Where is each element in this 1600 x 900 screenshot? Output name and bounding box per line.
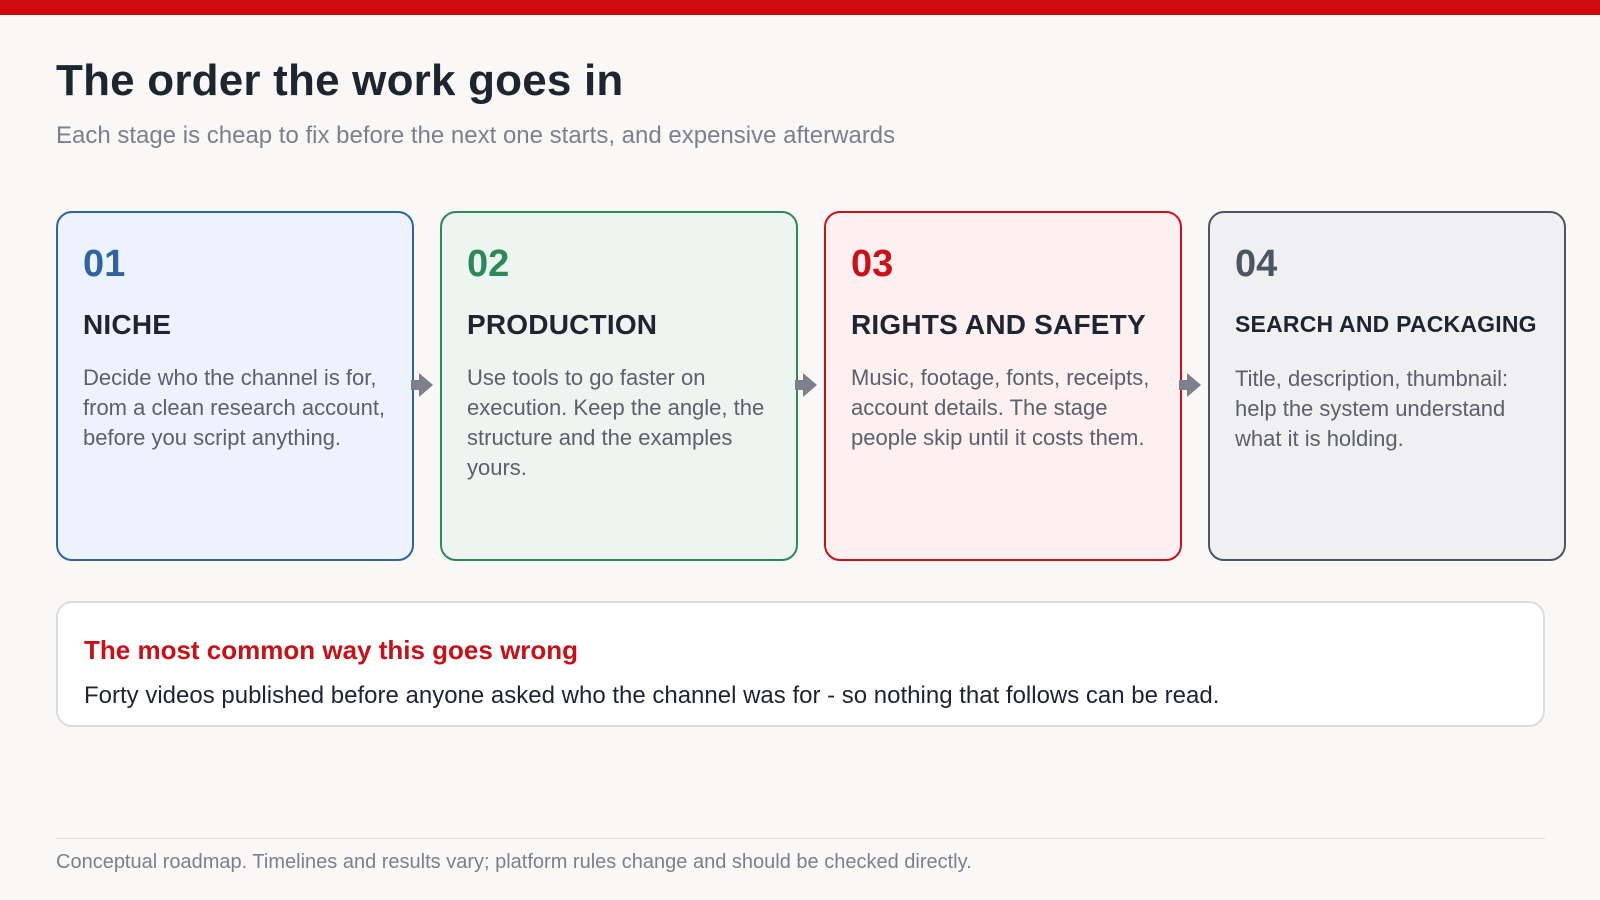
stage-card-production: 02 PRODUCTION Use tools to go faster on …	[440, 211, 798, 561]
stage-description: Decide who the channel is for, from a cl…	[83, 365, 386, 450]
stage-number: 03	[851, 243, 894, 285]
stage-title: NICHE	[83, 309, 172, 340]
stage-title: RIGHTS AND SAFETY	[851, 309, 1146, 340]
stage-number: 01	[83, 243, 126, 285]
page-subtitle: Each stage is cheap to fix before the ne…	[56, 122, 896, 149]
stage-card-niche: 01 NICHE Decide who the channel is for, …	[56, 211, 414, 561]
stage-number: 02	[467, 243, 510, 285]
stage-title: PRODUCTION	[467, 309, 658, 340]
footer-divider	[56, 838, 1545, 839]
page-title: The order the work goes in	[56, 56, 624, 105]
warning-title: The most common way this goes wrong	[84, 635, 579, 665]
arrow-right-icon	[795, 373, 817, 397]
warning-text: Forty videos published before anyone ask…	[84, 682, 1220, 709]
warning-callout: The most common way this goes wrong Fort…	[56, 601, 1545, 727]
arrow-right-icon	[411, 373, 433, 397]
stage-title: SEARCH AND PACKAGING	[1235, 311, 1537, 337]
stage-description: Music, footage, fonts, receipts, account…	[851, 365, 1150, 450]
stage-description: Title, description, thumbnail: help the …	[1235, 366, 1509, 451]
footer-note: Conceptual roadmap. Timelines and result…	[56, 851, 972, 873]
stage-card-search-and-packaging: 04 SEARCH AND PACKAGING Title, descripti…	[1208, 211, 1566, 561]
arrow-right-icon	[1179, 373, 1201, 397]
stage-number: 04	[1235, 243, 1278, 285]
stage-card-rights-and-safety: 03 RIGHTS AND SAFETY Music, footage, fon…	[824, 211, 1182, 561]
top-accent-bar	[0, 0, 1600, 15]
stage-description: Use tools to go faster on execution. Kee…	[467, 365, 765, 480]
